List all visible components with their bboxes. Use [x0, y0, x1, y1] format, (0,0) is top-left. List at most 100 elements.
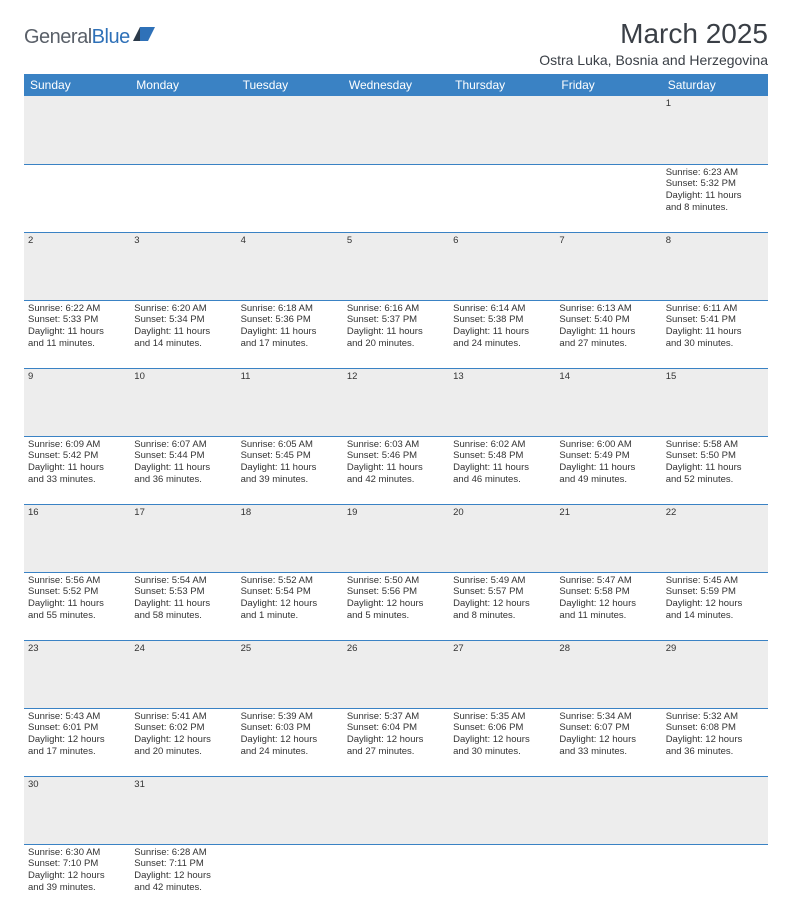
- sunrise-text: Sunrise: 5:58 AM: [666, 439, 764, 451]
- sunrise-text: Sunrise: 6:18 AM: [241, 303, 339, 315]
- day-info-cell: Sunrise: 6:05 AMSunset: 5:45 PMDaylight:…: [237, 436, 343, 504]
- day-info-cell: Sunrise: 6:16 AMSunset: 5:37 PMDaylight:…: [343, 300, 449, 368]
- day-info-cell: Sunrise: 6:07 AMSunset: 5:44 PMDaylight:…: [130, 436, 236, 504]
- day-info-cell: Sunrise: 5:49 AMSunset: 5:57 PMDaylight:…: [449, 572, 555, 640]
- daylight-text-2: and 36 minutes.: [666, 746, 764, 758]
- sunrise-text: Sunrise: 6:00 AM: [559, 439, 657, 451]
- day-number-cell: [130, 96, 236, 164]
- day-info-cell: Sunrise: 5:54 AMSunset: 5:53 PMDaylight:…: [130, 572, 236, 640]
- week-info-row: Sunrise: 6:30 AMSunset: 7:10 PMDaylight:…: [24, 844, 768, 912]
- daylight-text-1: Daylight: 12 hours: [241, 734, 339, 746]
- sunset-text: Sunset: 6:01 PM: [28, 722, 126, 734]
- col-sunday: Sunday: [24, 74, 130, 96]
- day-info-cell: Sunrise: 5:41 AMSunset: 6:02 PMDaylight:…: [130, 708, 236, 776]
- sunrise-text: Sunrise: 6:20 AM: [134, 303, 232, 315]
- day-info-cell: Sunrise: 5:39 AMSunset: 6:03 PMDaylight:…: [237, 708, 343, 776]
- day-info-cell: Sunrise: 6:18 AMSunset: 5:36 PMDaylight:…: [237, 300, 343, 368]
- daylight-text-1: Daylight: 12 hours: [134, 734, 232, 746]
- daylight-text-2: and 36 minutes.: [134, 474, 232, 486]
- sunset-text: Sunset: 6:07 PM: [559, 722, 657, 734]
- sunrise-text: Sunrise: 5:32 AM: [666, 711, 764, 723]
- sunrise-text: Sunrise: 5:41 AM: [134, 711, 232, 723]
- day-number-cell: 22: [662, 504, 768, 572]
- sunrise-text: Sunrise: 5:43 AM: [28, 711, 126, 723]
- week-daynum-row: 23242526272829: [24, 640, 768, 708]
- daylight-text-1: Daylight: 11 hours: [28, 462, 126, 474]
- sunset-text: Sunset: 5:59 PM: [666, 586, 764, 598]
- day-number-cell: 24: [130, 640, 236, 708]
- sunrise-text: Sunrise: 6:30 AM: [28, 847, 126, 859]
- day-info-cell: [449, 164, 555, 232]
- day-number-cell: 27: [449, 640, 555, 708]
- sunset-text: Sunset: 5:54 PM: [241, 586, 339, 598]
- day-number-cell: 8: [662, 232, 768, 300]
- day-number-cell: 26: [343, 640, 449, 708]
- daylight-text-2: and 39 minutes.: [241, 474, 339, 486]
- daylight-text-2: and 20 minutes.: [134, 746, 232, 758]
- sunrise-text: Sunrise: 5:47 AM: [559, 575, 657, 587]
- day-info-cell: Sunrise: 5:50 AMSunset: 5:56 PMDaylight:…: [343, 572, 449, 640]
- sunrise-text: Sunrise: 6:09 AM: [28, 439, 126, 451]
- day-number-cell: 2: [24, 232, 130, 300]
- day-number-cell: 12: [343, 368, 449, 436]
- day-number-cell: 31: [130, 776, 236, 844]
- calendar-page: GeneralBlue March 2025 Ostra Luka, Bosni…: [0, 0, 792, 912]
- day-info-cell: Sunrise: 5:32 AMSunset: 6:08 PMDaylight:…: [662, 708, 768, 776]
- day-number-cell: 30: [24, 776, 130, 844]
- calendar-body: 1 Sunrise: 6:23 AMSunset: 5:32 PMDayligh…: [24, 96, 768, 912]
- day-number-cell: [449, 776, 555, 844]
- sunrise-text: Sunrise: 6:02 AM: [453, 439, 551, 451]
- week-daynum-row: 9101112131415: [24, 368, 768, 436]
- day-number-cell: 7: [555, 232, 661, 300]
- day-number-cell: 21: [555, 504, 661, 572]
- day-info-cell: [343, 164, 449, 232]
- sunrise-text: Sunrise: 6:07 AM: [134, 439, 232, 451]
- sunset-text: Sunset: 5:56 PM: [347, 586, 445, 598]
- weekday-header-row: Sunday Monday Tuesday Wednesday Thursday…: [24, 74, 768, 96]
- sunrise-text: Sunrise: 5:52 AM: [241, 575, 339, 587]
- col-monday: Monday: [130, 74, 236, 96]
- week-daynum-row: 1: [24, 96, 768, 164]
- sunrise-text: Sunrise: 5:34 AM: [559, 711, 657, 723]
- sunset-text: Sunset: 5:33 PM: [28, 314, 126, 326]
- col-thursday: Thursday: [449, 74, 555, 96]
- day-number-cell: 28: [555, 640, 661, 708]
- col-wednesday: Wednesday: [343, 74, 449, 96]
- day-number-cell: 11: [237, 368, 343, 436]
- daylight-text-2: and 17 minutes.: [241, 338, 339, 350]
- sunrise-text: Sunrise: 5:56 AM: [28, 575, 126, 587]
- day-info-cell: Sunrise: 6:00 AMSunset: 5:49 PMDaylight:…: [555, 436, 661, 504]
- daylight-text-1: Daylight: 11 hours: [28, 598, 126, 610]
- day-number-cell: [449, 96, 555, 164]
- daylight-text-2: and 27 minutes.: [347, 746, 445, 758]
- sunset-text: Sunset: 6:06 PM: [453, 722, 551, 734]
- day-number-cell: 29: [662, 640, 768, 708]
- sunrise-text: Sunrise: 6:14 AM: [453, 303, 551, 315]
- sunset-text: Sunset: 5:50 PM: [666, 450, 764, 462]
- daylight-text-2: and 14 minutes.: [134, 338, 232, 350]
- daylight-text-1: Daylight: 12 hours: [28, 734, 126, 746]
- day-info-cell: Sunrise: 5:56 AMSunset: 5:52 PMDaylight:…: [24, 572, 130, 640]
- sunset-text: Sunset: 5:57 PM: [453, 586, 551, 598]
- daylight-text-2: and 52 minutes.: [666, 474, 764, 486]
- day-info-cell: Sunrise: 5:52 AMSunset: 5:54 PMDaylight:…: [237, 572, 343, 640]
- day-number-cell: [662, 776, 768, 844]
- daylight-text-2: and 33 minutes.: [28, 474, 126, 486]
- daylight-text-1: Daylight: 11 hours: [666, 326, 764, 338]
- day-info-cell: Sunrise: 5:34 AMSunset: 6:07 PMDaylight:…: [555, 708, 661, 776]
- daylight-text-2: and 30 minutes.: [666, 338, 764, 350]
- sunset-text: Sunset: 5:38 PM: [453, 314, 551, 326]
- sunrise-text: Sunrise: 6:23 AM: [666, 167, 764, 179]
- day-info-cell: [343, 844, 449, 912]
- week-info-row: Sunrise: 6:22 AMSunset: 5:33 PMDaylight:…: [24, 300, 768, 368]
- day-number-cell: 6: [449, 232, 555, 300]
- day-info-cell: Sunrise: 6:09 AMSunset: 5:42 PMDaylight:…: [24, 436, 130, 504]
- sunrise-text: Sunrise: 5:39 AM: [241, 711, 339, 723]
- sunset-text: Sunset: 7:10 PM: [28, 858, 126, 870]
- day-info-cell: Sunrise: 6:11 AMSunset: 5:41 PMDaylight:…: [662, 300, 768, 368]
- day-info-cell: [449, 844, 555, 912]
- daylight-text-2: and 27 minutes.: [559, 338, 657, 350]
- daylight-text-2: and 20 minutes.: [347, 338, 445, 350]
- col-friday: Friday: [555, 74, 661, 96]
- day-number-cell: 10: [130, 368, 236, 436]
